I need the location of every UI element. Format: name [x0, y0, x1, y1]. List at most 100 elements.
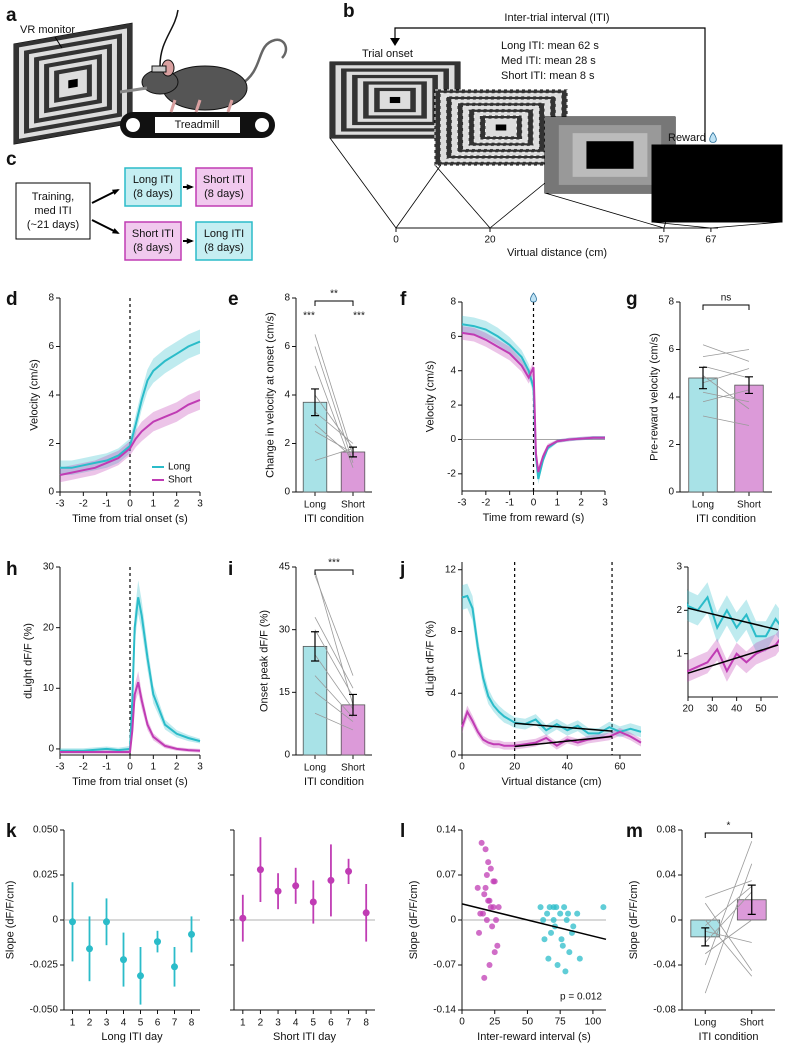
- start-text: med ITI: [34, 205, 71, 217]
- x-tick-label: 0: [127, 499, 133, 510]
- mouse-tail: [239, 38, 288, 87]
- paired-line: [702, 349, 750, 358]
- y-axis-label: Velocity (cm/s): [425, 361, 437, 433]
- distance-tick-label: 57: [658, 235, 670, 246]
- corridor-end: [68, 78, 78, 89]
- x-tick-label: 5: [311, 1018, 317, 1029]
- x-tick-label: 100: [585, 1017, 602, 1028]
- x-tick-label: 2: [174, 499, 180, 510]
- x-tick-label: 50: [755, 704, 767, 715]
- y-axis-label: Slope (dF/F/cm): [4, 881, 16, 960]
- scatter-point: [545, 955, 552, 962]
- error-band: [462, 583, 641, 739]
- series-line: [461, 331, 605, 473]
- x-tick-label: 6: [155, 1018, 161, 1029]
- plot-area: [461, 583, 642, 750]
- y-tick-label: 0: [48, 744, 54, 755]
- start-text: Training,: [32, 191, 74, 203]
- y-tick-label: 0: [52, 915, 58, 926]
- y-tick-label: 8: [284, 293, 290, 304]
- x-axis-label: Long ITI day: [101, 1031, 163, 1043]
- projection-line: [434, 164, 491, 229]
- y-axis-label: dLight dF/F (%): [23, 623, 35, 699]
- x-tick-label: 8: [189, 1018, 195, 1029]
- paired-line: [314, 423, 354, 459]
- significance-label: ***: [328, 558, 340, 569]
- x-tick-label: 1: [151, 762, 157, 773]
- projection-line: [651, 221, 711, 229]
- y-tick-label: 8: [48, 293, 54, 304]
- x-axis-label: Virtual distance (cm): [501, 776, 601, 788]
- x-tick-label: 1: [240, 1018, 246, 1029]
- scatter-point: [559, 942, 566, 949]
- y-tick-label: 6: [450, 331, 456, 342]
- y-tick-label: 0.08: [657, 825, 677, 836]
- y-tick-label: 2: [450, 400, 456, 411]
- x-tick-label: 3: [197, 499, 203, 510]
- x-tick-label: 5: [138, 1018, 144, 1029]
- condition-text: Long ITI: [204, 228, 244, 240]
- error-bar: [747, 884, 756, 915]
- x-tick-label: Long: [304, 763, 326, 774]
- corridor-screen: [329, 61, 461, 139]
- x-tick-label: 20: [509, 762, 521, 773]
- y-tick-label: 4: [284, 390, 290, 401]
- scatter-point: [563, 917, 570, 923]
- paired-line: [314, 334, 354, 456]
- scatter-point: [540, 917, 547, 923]
- condition-text: Short ITI: [132, 228, 174, 240]
- panel-letter: e: [228, 289, 239, 310]
- arrow-head: [112, 189, 120, 195]
- panel-letter: l: [400, 821, 405, 842]
- x-tick-label: 30: [707, 704, 719, 715]
- x-tick-label: 3: [197, 762, 203, 773]
- x-tick-label: -1: [102, 499, 111, 510]
- panel-letter: k: [6, 821, 17, 842]
- mean-dot: [103, 918, 110, 926]
- paired-line: [314, 394, 354, 449]
- y-tick-label: -0.14: [433, 1005, 456, 1016]
- x-tick-label: 20: [682, 704, 694, 715]
- cable: [159, 9, 179, 67]
- scatter-point: [557, 910, 564, 917]
- scatter-point: [491, 949, 498, 956]
- x-tick-label: 50: [522, 1017, 534, 1028]
- water-drop: [530, 292, 537, 303]
- y-tick-label: 0.07: [437, 870, 457, 881]
- x-tick-label: 7: [172, 1018, 178, 1029]
- mean-dot: [256, 866, 264, 874]
- iti-mean: Long ITI: mean 62 s: [501, 40, 599, 52]
- error-bar: [699, 366, 707, 390]
- x-tick-label: Long: [304, 500, 326, 511]
- arrow-head: [390, 38, 400, 46]
- mean-dot: [137, 972, 144, 980]
- x-tick-label: 75: [555, 1017, 567, 1028]
- corridor-screen: [13, 22, 133, 145]
- mean-dot: [292, 882, 300, 890]
- y-tick-label: 4: [48, 390, 54, 401]
- scatter-point: [493, 917, 500, 923]
- y-tick-label: 30: [43, 562, 55, 573]
- x-axis-label: Time from trial onset (s): [72, 513, 188, 525]
- x-tick-label: 3: [275, 1018, 281, 1029]
- fit-line: [687, 607, 779, 631]
- mean-dot: [154, 938, 161, 946]
- corridor-end: [604, 151, 616, 159]
- mean-dot: [239, 914, 247, 922]
- significance-bracket: [704, 832, 753, 838]
- y-axis-label: Change in velocity at onset (cm/s): [264, 312, 276, 478]
- iti-loop: [394, 27, 706, 142]
- scatter-point: [483, 917, 490, 923]
- y-tick-label: 8: [450, 297, 456, 308]
- mean-dot: [327, 876, 335, 884]
- scatter-point: [570, 923, 577, 930]
- y-tick-label: 15: [279, 687, 291, 698]
- y-tick-label: 0: [284, 487, 290, 498]
- significance-bracket: [314, 300, 354, 306]
- scatter-point: [478, 839, 485, 846]
- plot-area: [60, 580, 201, 754]
- y-tick-label: 0: [284, 750, 290, 761]
- y-tick-label: 0.04: [657, 870, 677, 881]
- x-tick-label: 3: [104, 1018, 110, 1029]
